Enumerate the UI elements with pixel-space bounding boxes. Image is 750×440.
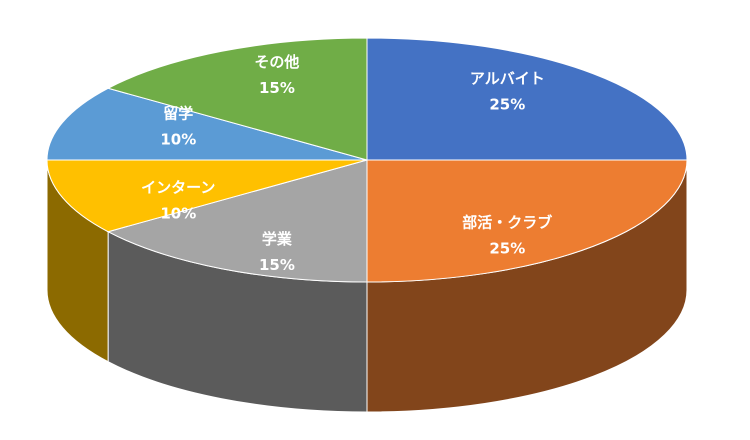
- slice: [366, 159, 688, 283]
- slice-label: 留学: [163, 104, 193, 122]
- slice: [46, 159, 368, 233]
- slice-label: その他: [254, 53, 299, 71]
- value-label: 25%: [489, 240, 525, 258]
- slice: [106, 37, 368, 161]
- slice: [46, 87, 368, 161]
- value-label: 15%: [259, 256, 295, 274]
- slice: [366, 37, 688, 161]
- value-label: 10%: [160, 205, 196, 223]
- value-label: 15%: [259, 79, 295, 97]
- slice: [106, 159, 368, 283]
- slice-label: 学業: [262, 230, 293, 248]
- slice-label: インターン: [141, 179, 215, 197]
- slice-label: 部活・クラブ: [462, 214, 552, 232]
- value-label: 10%: [160, 130, 196, 148]
- value-label: 25%: [489, 95, 525, 113]
- slice-label: アルバイト: [470, 69, 545, 87]
